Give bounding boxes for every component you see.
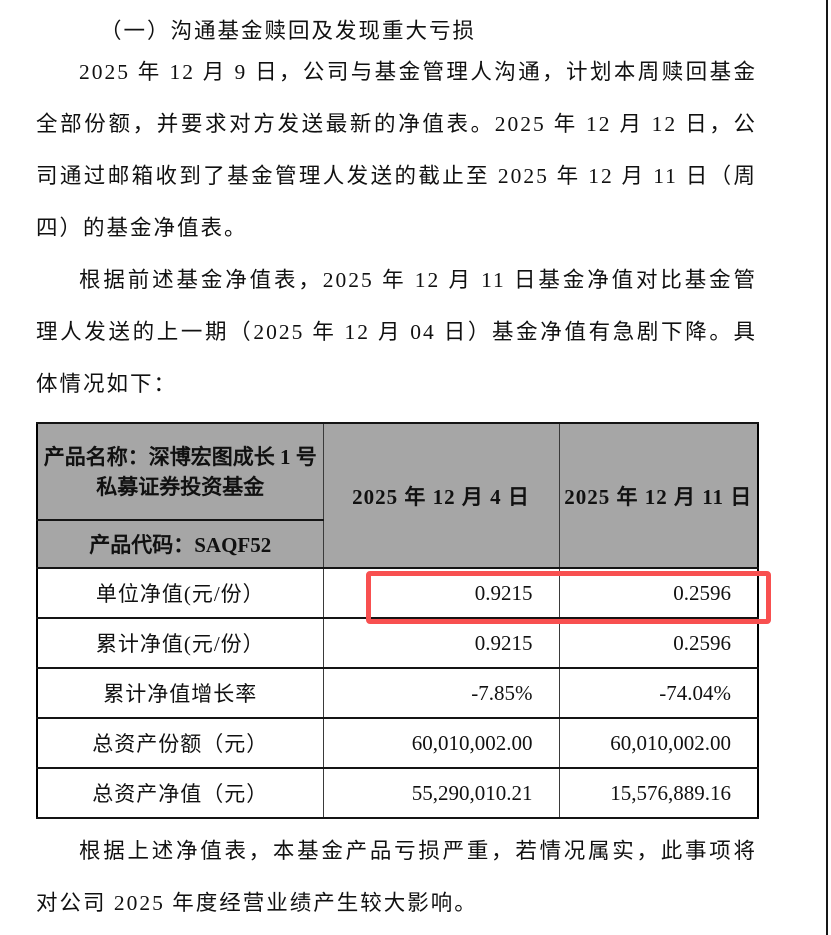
table-row-cumulative-growth-rate: 累计净值增长率 -7.85% -74.04% <box>36 667 759 719</box>
table-row-total-net-assets: 总资产净值（元） 55,290,010.21 15,576,889.16 <box>36 767 759 819</box>
page-edge-line <box>826 0 828 935</box>
row-label: 累计净值增长率 <box>36 667 324 719</box>
row-value-date2: -74.04% <box>558 667 759 719</box>
table-row-cumulative-nav: 累计净值(元/份） 0.9215 0.2596 <box>36 617 759 669</box>
paragraph-nav-comparison: 根据前述基金净值表，2025 年 12 月 11 日基金净值对比基金管理人发送的… <box>36 268 757 396</box>
section-title: （一）沟通基金赎回及发现重大亏损 <box>100 19 477 43</box>
paragraph-fund-redemption: 2025 年 12 月 9 日，公司与基金管理人沟通，计划本周赎回基金全部份额，… <box>36 60 757 240</box>
row-label: 累计净值(元/份） <box>36 617 324 669</box>
row-value-date1: 0.9215 <box>322 567 560 619</box>
product-code-cell: 产品代码：SAQF52 <box>36 519 324 569</box>
column-header-date-1: 2025 年 12 月 4 日 <box>322 422 560 569</box>
product-name-cell: 产品名称：深博宏图成长 1 号 私募证券投资基金 <box>36 422 324 521</box>
row-value-date1: 0.9215 <box>322 617 560 669</box>
row-value-date1: -7.85% <box>322 667 560 719</box>
row-value-date2: 60,010,002.00 <box>558 717 759 769</box>
row-label: 单位净值(元/份） <box>36 567 324 619</box>
row-value-date2: 15,576,889.16 <box>558 767 759 819</box>
table-header-row-1: 产品名称：深博宏图成长 1 号 私募证券投资基金 2025 年 12 月 4 日… <box>36 422 759 569</box>
column-header-date-2: 2025 年 12 月 11 日 <box>558 422 759 569</box>
table-row-unit-nav: 单位净值(元/份） 0.9215 0.2596 <box>36 567 759 619</box>
row-value-date1: 60,010,002.00 <box>322 717 560 769</box>
row-value-date2: 0.2596 <box>558 567 759 619</box>
fund-nav-table-wrap: 产品名称：深博宏图成长 1 号 私募证券投资基金 2025 年 12 月 4 日… <box>36 422 771 819</box>
row-label: 总资产份额（元） <box>36 717 324 769</box>
product-name-line2: 私募证券投资基金 <box>96 474 265 499</box>
paragraph-impact-statement: 根据上述净值表，本基金产品亏损严重，若情况属实，此事项将对公司 2025 年度经… <box>36 839 757 915</box>
table-header-row-2: 产品代码：SAQF52 <box>36 519 758 569</box>
row-label: 总资产净值（元） <box>36 767 324 819</box>
table-row-total-asset-shares: 总资产份额（元） 60,010,002.00 60,010,002.00 <box>36 717 759 769</box>
row-value-date1: 55,290,010.21 <box>322 767 560 819</box>
page-content: （一）沟通基金赎回及发现重大亏损 2025 年 12 月 9 日，公司与基金管理… <box>36 0 771 929</box>
fund-nav-table: 产品名称：深博宏图成长 1 号 私募证券投资基金 2025 年 12 月 4 日… <box>36 422 759 819</box>
row-value-date2: 0.2596 <box>558 617 759 669</box>
product-name-line1: 产品名称：深博宏图成长 1 号 <box>43 444 317 469</box>
